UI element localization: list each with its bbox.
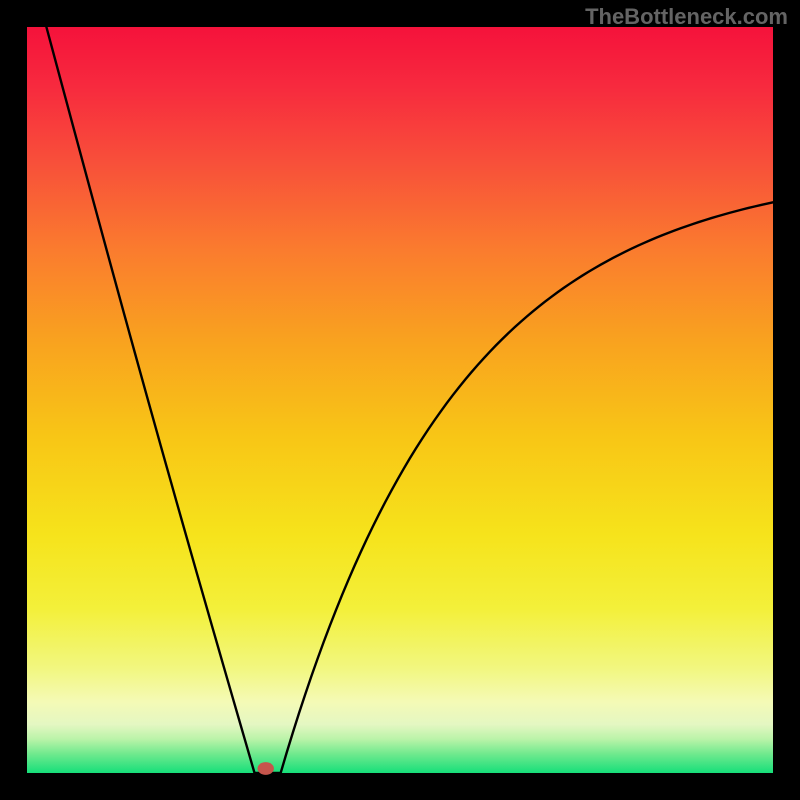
chart-svg (0, 0, 800, 800)
watermark-text: TheBottleneck.com (585, 4, 788, 30)
plot-background (27, 27, 773, 773)
chart-container: TheBottleneck.com (0, 0, 800, 800)
valley-marker (258, 762, 274, 775)
